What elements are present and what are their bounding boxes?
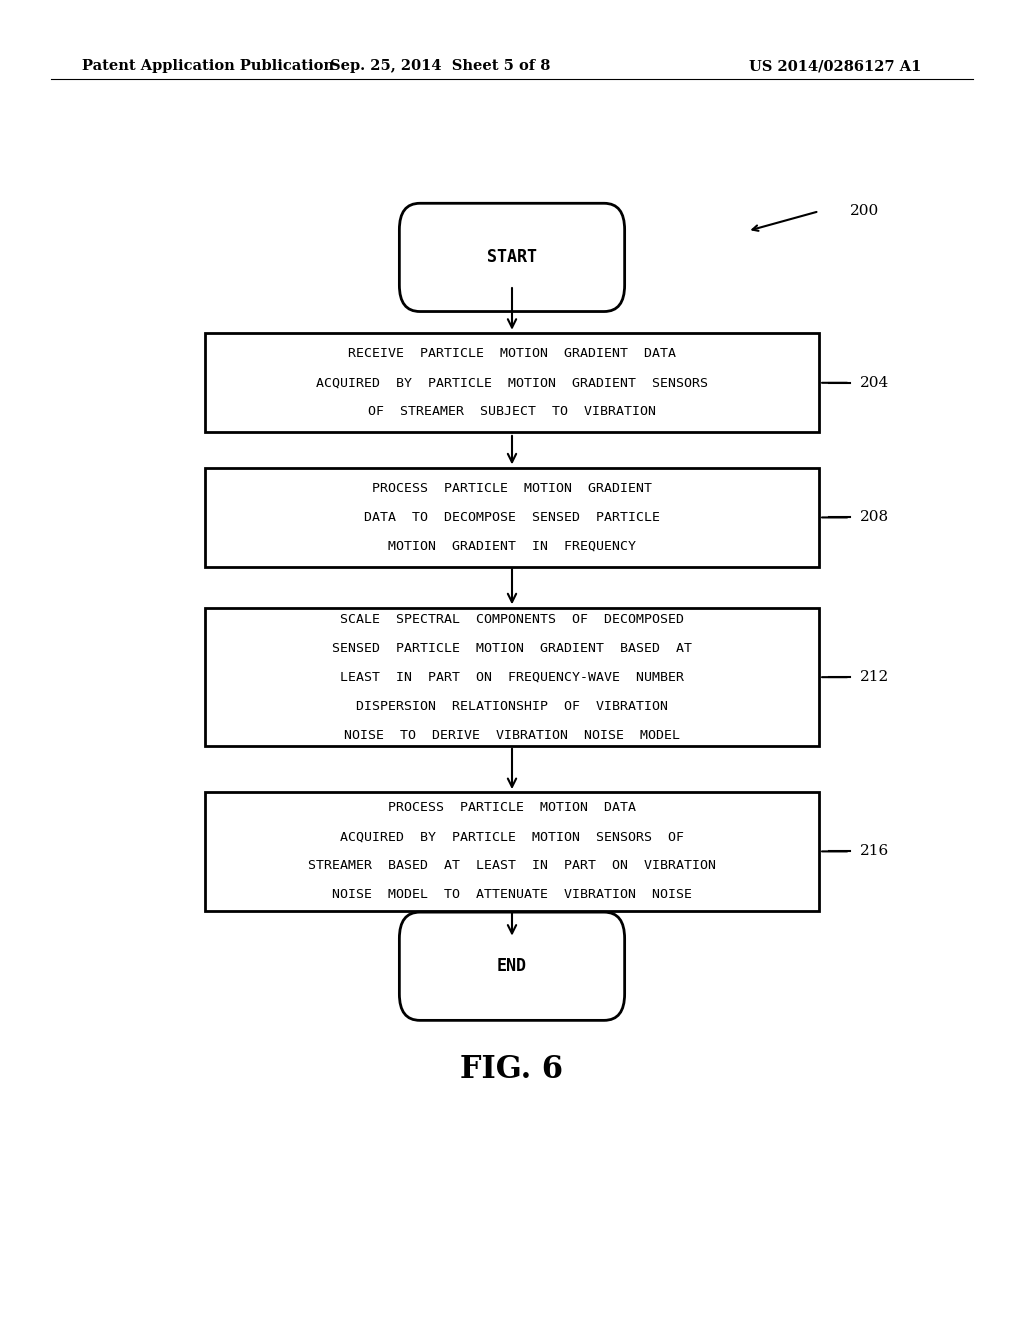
Text: 208: 208 bbox=[860, 511, 889, 524]
Bar bbox=[205, 609, 819, 747]
Text: ACQUIRED  BY  PARTICLE  MOTION  SENSORS  OF: ACQUIRED BY PARTICLE MOTION SENSORS OF bbox=[340, 830, 684, 843]
Text: RECEIVE  PARTICLE  MOTION  GRADIENT  DATA: RECEIVE PARTICLE MOTION GRADIENT DATA bbox=[348, 347, 676, 360]
FancyBboxPatch shape bbox=[399, 203, 625, 312]
Text: LEAST  IN  PART  ON  FREQUENCY-WAVE  NUMBER: LEAST IN PART ON FREQUENCY-WAVE NUMBER bbox=[340, 671, 684, 684]
Text: DATA  TO  DECOMPOSE  SENSED  PARTICLE: DATA TO DECOMPOSE SENSED PARTICLE bbox=[364, 511, 660, 524]
Text: SENSED  PARTICLE  MOTION  GRADIENT  BASED  AT: SENSED PARTICLE MOTION GRADIENT BASED AT bbox=[332, 642, 692, 655]
Text: 216: 216 bbox=[860, 845, 890, 858]
Text: Sep. 25, 2014  Sheet 5 of 8: Sep. 25, 2014 Sheet 5 of 8 bbox=[330, 59, 551, 74]
Text: 200: 200 bbox=[850, 205, 880, 218]
Text: END: END bbox=[497, 957, 527, 975]
Text: SCALE  SPECTRAL  COMPONENTS  OF  DECOMPOSED: SCALE SPECTRAL COMPONENTS OF DECOMPOSED bbox=[340, 612, 684, 626]
Text: NOISE  TO  DERIVE  VIBRATION  NOISE  MODEL: NOISE TO DERIVE VIBRATION NOISE MODEL bbox=[344, 729, 680, 742]
Text: PROCESS  PARTICLE  MOTION  GRADIENT: PROCESS PARTICLE MOTION GRADIENT bbox=[372, 482, 652, 495]
Bar bbox=[205, 792, 819, 911]
Text: NOISE  MODEL  TO  ATTENUATE  VIBRATION  NOISE: NOISE MODEL TO ATTENUATE VIBRATION NOISE bbox=[332, 888, 692, 902]
Text: DISPERSION  RELATIONSHIP  OF  VIBRATION: DISPERSION RELATIONSHIP OF VIBRATION bbox=[356, 700, 668, 713]
Bar bbox=[205, 469, 819, 568]
Text: 212: 212 bbox=[860, 671, 890, 684]
Text: Patent Application Publication: Patent Application Publication bbox=[82, 59, 334, 74]
FancyBboxPatch shape bbox=[399, 912, 625, 1020]
Text: MOTION  GRADIENT  IN  FREQUENCY: MOTION GRADIENT IN FREQUENCY bbox=[388, 540, 636, 553]
Text: ACQUIRED  BY  PARTICLE  MOTION  GRADIENT  SENSORS: ACQUIRED BY PARTICLE MOTION GRADIENT SEN… bbox=[316, 376, 708, 389]
Text: PROCESS  PARTICLE  MOTION  DATA: PROCESS PARTICLE MOTION DATA bbox=[388, 801, 636, 814]
Bar bbox=[205, 334, 819, 433]
Text: 204: 204 bbox=[860, 376, 890, 389]
Text: STREAMER  BASED  AT  LEAST  IN  PART  ON  VIBRATION: STREAMER BASED AT LEAST IN PART ON VIBRA… bbox=[308, 859, 716, 873]
Text: US 2014/0286127 A1: US 2014/0286127 A1 bbox=[750, 59, 922, 74]
Text: OF  STREAMER  SUBJECT  TO  VIBRATION: OF STREAMER SUBJECT TO VIBRATION bbox=[368, 405, 656, 418]
Text: FIG. 6: FIG. 6 bbox=[461, 1053, 563, 1085]
Text: START: START bbox=[487, 248, 537, 267]
